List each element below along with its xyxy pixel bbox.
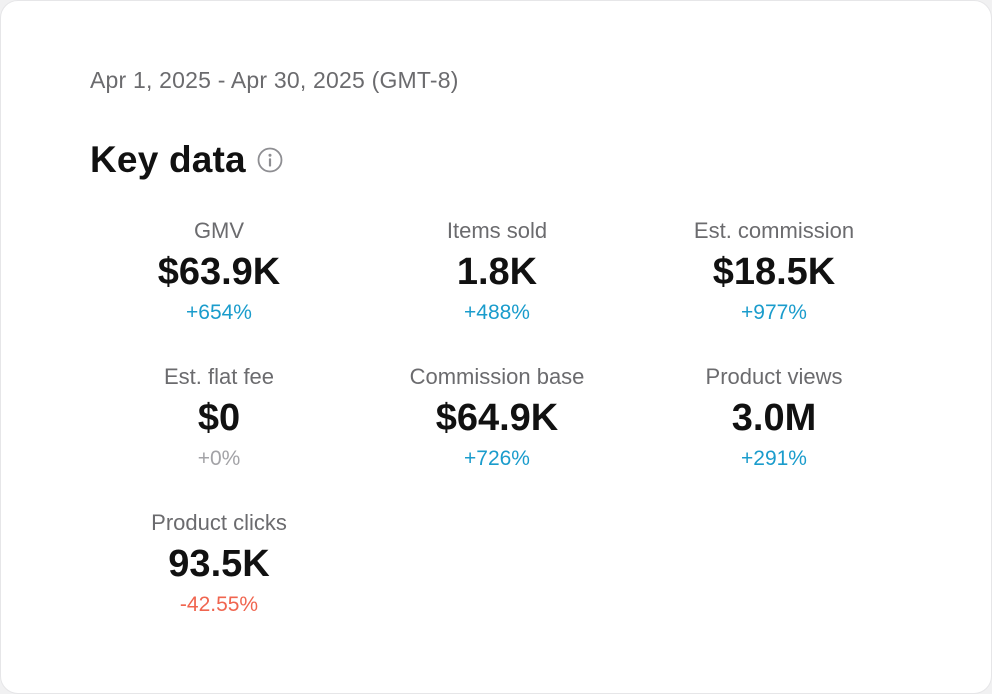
metric-value: $18.5K [712, 251, 836, 293]
info-icon[interactable] [257, 147, 283, 173]
title-row: Key data [90, 137, 283, 183]
metric-label: Est. commission [693, 218, 855, 243]
metric-label: Product views [705, 364, 843, 389]
metric-change: +291% [741, 447, 807, 470]
metric-change: -42.55% [179, 593, 259, 616]
metric-change: +0% [197, 447, 241, 470]
metric-value: $0 [197, 397, 241, 439]
section-title: Key data [90, 139, 246, 180]
metric-value: 93.5K [168, 543, 270, 585]
date-range: Apr 1, 2025 - Apr 30, 2025 (GMT-8) [90, 67, 459, 93]
metric-change: +977% [741, 301, 807, 324]
metric-value: $64.9K [435, 397, 559, 439]
metric-est-commission: Est. commission $18.5K +977% [644, 218, 904, 326]
metric-value: 1.8K [456, 251, 538, 293]
metric-label: GMV [193, 218, 245, 243]
metric-change: +488% [464, 301, 530, 324]
metric-items-sold: Items sold 1.8K +488% [367, 218, 627, 326]
metric-change: +654% [186, 301, 252, 324]
metric-product-clicks: Product clicks 93.5K -42.55% [89, 510, 349, 618]
metric-est-flat-fee: Est. flat fee $0 +0% [89, 364, 349, 472]
metric-label: Items sold [446, 218, 548, 243]
metric-label: Commission base [409, 364, 585, 389]
metric-label: Product clicks [151, 510, 287, 535]
metric-change: +726% [464, 447, 530, 470]
metric-commission-base: Commission base $64.9K +726% [367, 364, 627, 472]
metric-product-views: Product views 3.0M +291% [644, 364, 904, 472]
metric-value: 3.0M [731, 397, 817, 439]
metric-gmv: GMV $63.9K +654% [89, 218, 349, 326]
metric-value: $63.9K [157, 251, 281, 293]
metric-label: Est. flat fee [163, 364, 275, 389]
